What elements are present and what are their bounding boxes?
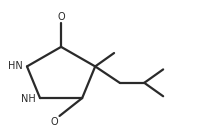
Text: NH: NH: [20, 94, 35, 104]
Text: O: O: [51, 117, 59, 127]
Text: O: O: [57, 12, 65, 22]
Text: HN: HN: [8, 61, 22, 71]
